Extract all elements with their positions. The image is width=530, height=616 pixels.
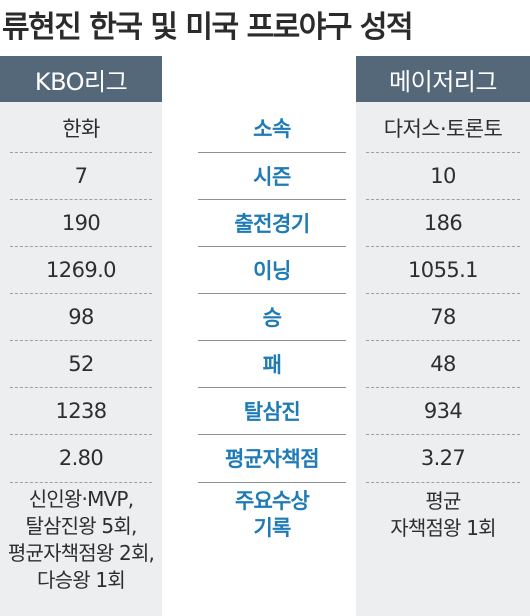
mlb-panel: 메이저리그 bbox=[356, 56, 530, 616]
mlb-cell-team: 다저스·토론토 bbox=[383, 116, 503, 141]
kbo-header: KBO리그 bbox=[0, 56, 162, 102]
kbo-cell-team: 한화 bbox=[62, 116, 100, 141]
divider bbox=[366, 199, 520, 200]
divider bbox=[198, 199, 346, 200]
kbo-cell-losses: 52 bbox=[68, 351, 94, 376]
label-seasons: 시즌 bbox=[253, 164, 291, 189]
kbo-cell-wins: 98 bbox=[68, 304, 94, 329]
divider bbox=[366, 482, 520, 483]
mlb-cell-innings: 1055.1 bbox=[408, 257, 478, 282]
divider bbox=[366, 246, 520, 247]
page-title: 류현진 한국 및 미국 프로야구 성적 bbox=[2, 10, 414, 45]
divider bbox=[366, 340, 520, 341]
label-wins: 승 bbox=[262, 305, 282, 330]
divider bbox=[198, 482, 346, 483]
divider bbox=[10, 246, 152, 247]
divider bbox=[198, 387, 346, 388]
kbo-column: 한화 7 190 1269.0 98 52 1238 2.80 신인왕·MVP,… bbox=[0, 102, 162, 616]
award-line: 탈삼진왕 5회, bbox=[25, 514, 137, 538]
award-line: 평균자책점왕 2회, bbox=[7, 541, 155, 565]
award-label-line: 기록 bbox=[253, 516, 291, 540]
mlb-cell-losses: 48 bbox=[430, 351, 456, 376]
kbo-cell-era: 2.80 bbox=[58, 445, 104, 470]
award-line: 다승왕 1회 bbox=[37, 568, 126, 592]
label-games: 출전경기 bbox=[234, 211, 310, 236]
divider bbox=[366, 434, 520, 435]
kbo-cell-seasons: 7 bbox=[74, 163, 88, 188]
divider bbox=[10, 293, 152, 294]
divider bbox=[366, 387, 520, 388]
divider bbox=[198, 246, 346, 247]
divider bbox=[198, 152, 346, 153]
label-losses: 패 bbox=[262, 352, 282, 377]
kbo-cell-innings: 1269.0 bbox=[46, 257, 116, 282]
mlb-cell-wins: 78 bbox=[430, 304, 456, 329]
kbo-cell-games: 190 bbox=[61, 210, 101, 235]
divider bbox=[10, 199, 152, 200]
award-line: 평균 bbox=[425, 489, 461, 513]
mlb-header: 메이저리그 bbox=[356, 56, 530, 102]
label-strikeouts: 탈삼진 bbox=[243, 399, 301, 424]
divider bbox=[10, 152, 152, 153]
label-era: 평균자책점 bbox=[224, 446, 320, 471]
award-line: 신인왕·MVP, bbox=[28, 487, 134, 511]
divider bbox=[198, 340, 346, 341]
divider bbox=[366, 293, 520, 294]
label-innings: 이닝 bbox=[253, 258, 291, 283]
divider bbox=[198, 434, 346, 435]
divider bbox=[10, 387, 152, 388]
award-line: 자책점왕 1회 bbox=[390, 516, 496, 540]
mlb-cell-era: 3.27 bbox=[420, 445, 466, 470]
kbo-cell-awards: 신인왕·MVP, 탈삼진왕 5회, 평균자책점왕 2회, 다승왕 1회 bbox=[0, 486, 162, 594]
divider bbox=[366, 152, 520, 153]
divider bbox=[198, 293, 346, 294]
label-awards: 주요수상 기록 bbox=[198, 488, 346, 542]
mlb-cell-seasons: 10 bbox=[430, 163, 456, 188]
mlb-cell-awards: 평균 자책점왕 1회 bbox=[356, 488, 530, 542]
kbo-panel: KBO리그 bbox=[0, 56, 162, 616]
award-label-line: 주요수상 bbox=[234, 489, 310, 513]
label-column: 소속 시즌 출전경기 이닝 승 패 탈삼진 평균자책점 주요수상 기록 bbox=[198, 102, 346, 616]
label-team: 소속 bbox=[253, 116, 291, 141]
mlb-cell-games: 186 bbox=[423, 210, 463, 235]
mlb-cell-strikeouts: 934 bbox=[423, 398, 463, 423]
kbo-cell-strikeouts: 1238 bbox=[55, 398, 107, 423]
divider bbox=[10, 340, 152, 341]
divider bbox=[10, 482, 152, 483]
mlb-column: 다저스·토론토 10 186 1055.1 78 48 934 3.27 평균 … bbox=[356, 102, 530, 616]
divider bbox=[10, 434, 152, 435]
